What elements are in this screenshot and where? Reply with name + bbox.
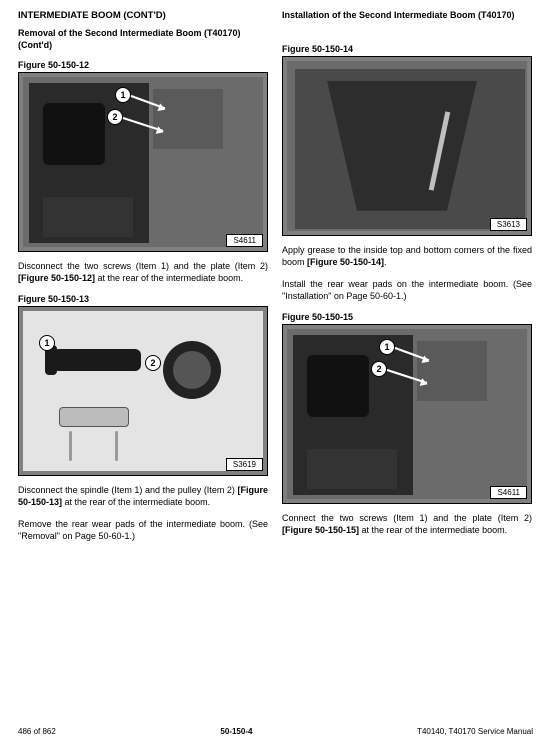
install-subhead: Installation of the Second Intermediate … — [282, 10, 532, 22]
text: at the rear of the intermediate boom. — [62, 497, 210, 507]
fig12-tag: S4611 — [226, 234, 263, 247]
figure-50-150-14: S3613 — [282, 56, 532, 236]
text: Disconnect the two screws (Item 1) and t… — [18, 261, 268, 271]
section-title: INTERMEDIATE BOOM (CONT'D) — [18, 10, 268, 22]
figure-50-150-15: 1 2 S4611 — [282, 324, 532, 504]
fig13-tag: S3619 — [226, 458, 263, 471]
left-column: INTERMEDIATE BOOM (CONT'D) Removal of th… — [18, 10, 268, 553]
fig-ref: [Figure 50-150-12] — [18, 273, 95, 283]
fig-ref: [Figure 50-150-15] — [282, 525, 359, 535]
text: Disconnect the spindle (Item 1) and the … — [18, 485, 238, 495]
text: . — [384, 257, 387, 267]
callout-1: 1 — [39, 335, 55, 351]
callout-1: 1 — [115, 87, 131, 103]
para-fig15: Connect the two screws (Item 1) and the … — [282, 512, 532, 536]
callout-2: 2 — [145, 355, 161, 371]
right-column: Installation of the Second Intermediate … — [282, 10, 532, 553]
para-fig12: Disconnect the two screws (Item 1) and t… — [18, 260, 268, 284]
fig14-tag: S3613 — [490, 218, 527, 231]
footer-manual: T40140, T40170 Service Manual — [417, 727, 533, 736]
text: at the rear of the intermediate boom. — [95, 273, 243, 283]
fig13-label: Figure 50-150-13 — [18, 294, 268, 304]
fig15-tag: S4611 — [490, 486, 527, 499]
footer-section: 50-150-4 — [220, 727, 252, 736]
figure-50-150-12: 1 2 S4611 — [18, 72, 268, 252]
page-footer: 486 of 862 50-150-4 T40140, T40170 Servi… — [18, 727, 533, 736]
para-fig14: Apply grease to the inside top and botto… — [282, 244, 532, 268]
footer-page-of: 486 of 862 — [18, 727, 56, 736]
text: at the rear of the intermediate boom. — [359, 525, 507, 535]
callout-2: 2 — [107, 109, 123, 125]
fig-ref: [Figure 50-150-14] — [307, 257, 384, 267]
text: Connect the two screws (Item 1) and the … — [282, 513, 532, 523]
para-fig13-extra: Remove the rear wear pads of the interme… — [18, 518, 268, 542]
para-fig14-extra: Install the rear wear pads on the interm… — [282, 278, 532, 302]
fig14-label: Figure 50-150-14 — [282, 44, 532, 54]
fig12-label: Figure 50-150-12 — [18, 60, 268, 70]
fig15-label: Figure 50-150-15 — [282, 312, 532, 322]
para-fig13: Disconnect the spindle (Item 1) and the … — [18, 484, 268, 508]
figure-50-150-13: 1 2 S3619 — [18, 306, 268, 476]
removal-subhead: Removal of the Second Intermediate Boom … — [18, 28, 268, 51]
